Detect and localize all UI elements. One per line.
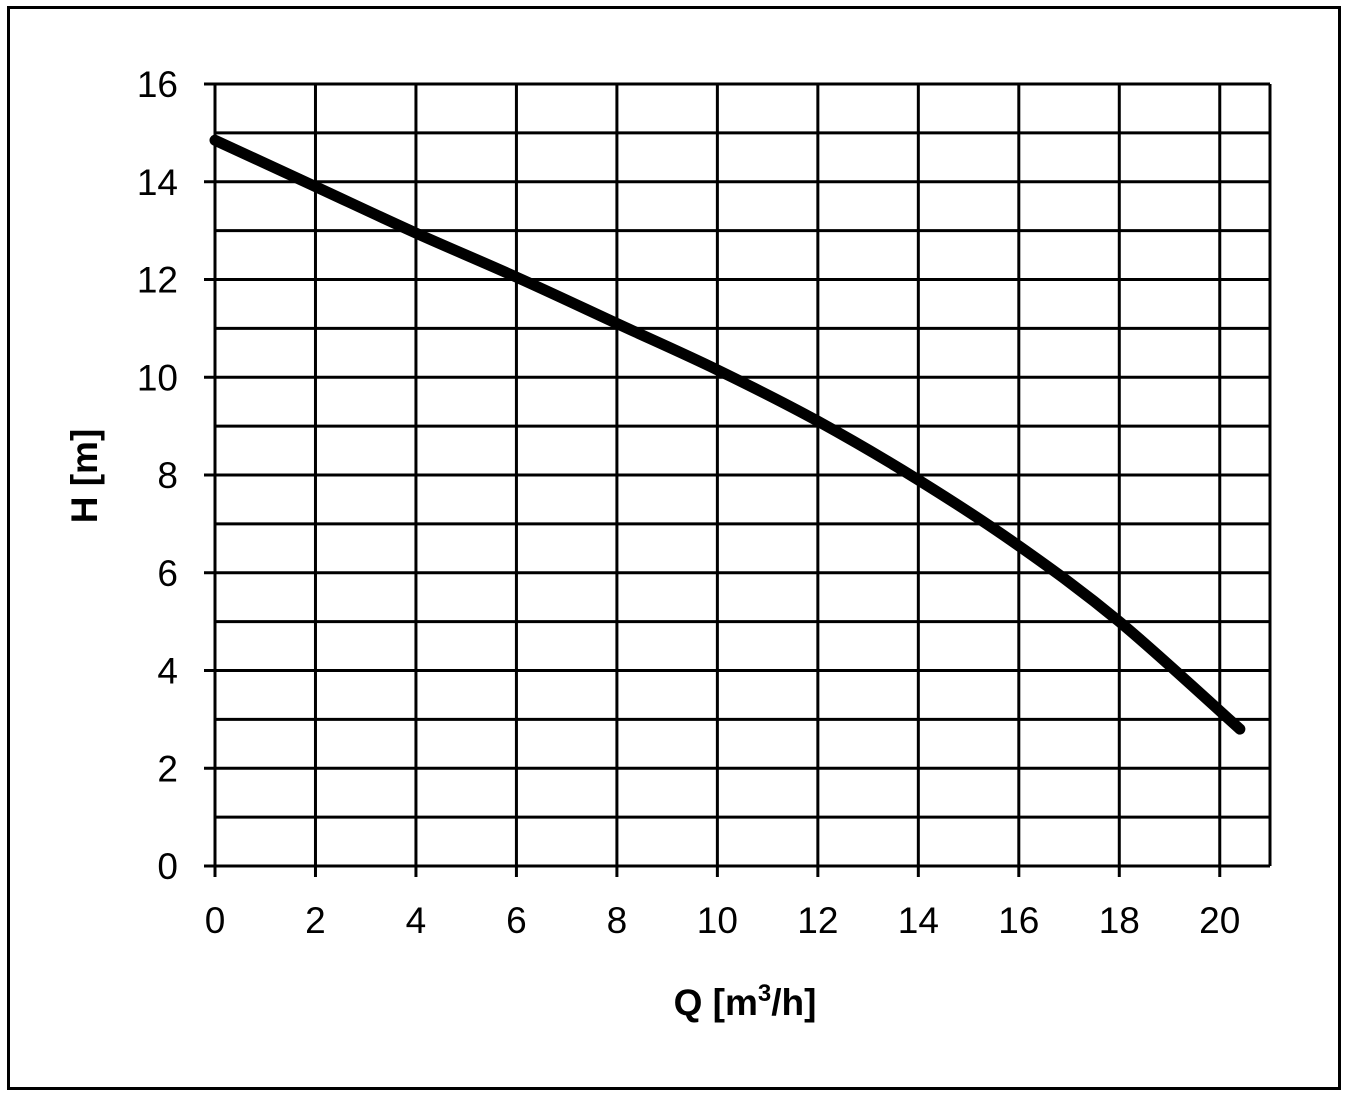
y-tick-label: 6	[157, 553, 178, 594]
y-tick-label: 2	[157, 748, 178, 789]
axis-ticks	[204, 82, 1222, 877]
x-tick-label: 20	[1199, 900, 1240, 941]
x-tick-label: 12	[797, 900, 838, 941]
grid	[213, 82, 1272, 868]
x-tick-labels: 0 2 4 6 8 10 12 14 16 18 20	[205, 900, 1241, 941]
x-tick-label: 14	[898, 900, 939, 941]
x-tick-label: 2	[305, 900, 326, 941]
y-tick-label: 10	[137, 357, 178, 398]
x-tick-label: 16	[998, 900, 1039, 941]
x-tick-label: 18	[1099, 900, 1140, 941]
x-tick-label: 10	[697, 900, 738, 941]
x-tick-label: 4	[406, 900, 427, 941]
y-tick-label: 4	[157, 651, 178, 692]
x-axis-label: Q [m3/h]	[674, 980, 817, 1023]
y-tick-label: 14	[137, 162, 178, 203]
x-axis-label-tail: /h]	[771, 982, 816, 1023]
chart-frame	[7, 6, 1341, 1090]
y-tick-label: 0	[157, 846, 178, 887]
y-tick-label: 12	[137, 260, 178, 301]
x-tick-label: 6	[506, 900, 527, 941]
x-axis-label-base: Q [m	[674, 982, 758, 1023]
x-tick-label: 0	[205, 900, 226, 941]
y-tick-labels: 0 2 4 6 8 10 12 14 16	[137, 64, 178, 887]
x-tick-label: 8	[607, 900, 628, 941]
series-line	[209, 134, 1246, 735]
y-tick-label: 8	[157, 455, 178, 496]
series-layer	[209, 134, 1246, 735]
y-axis-label: H [m]	[64, 429, 105, 524]
y-tick-label: 16	[137, 64, 178, 105]
x-axis-label-superscript: 3	[758, 980, 771, 1007]
